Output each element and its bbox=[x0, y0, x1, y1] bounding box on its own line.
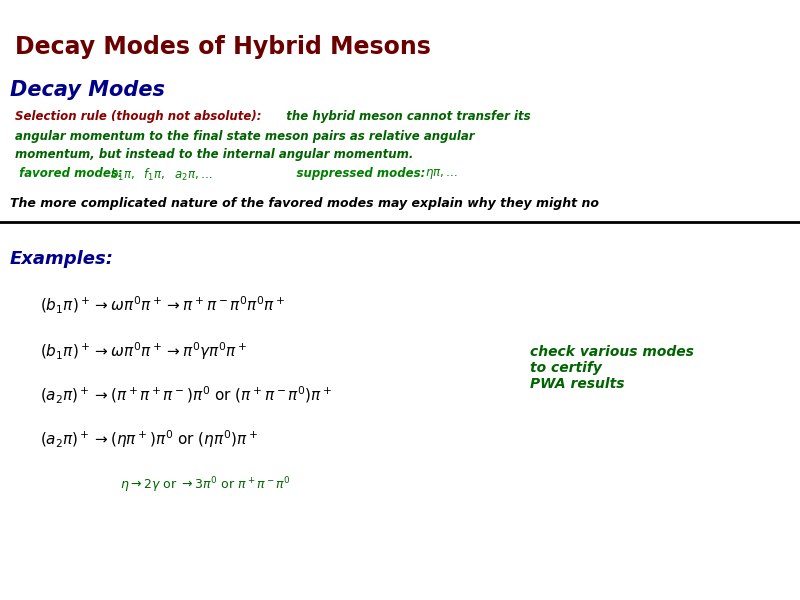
Text: $(b_1\pi)^+\rightarrow\omega\pi^0\pi^+\rightarrow\pi^+\pi^-\pi^0\pi^0\pi^+$: $(b_1\pi)^+\rightarrow\omega\pi^0\pi^+\r… bbox=[40, 295, 286, 316]
Text: angular momentum to the final state meson pairs as relative angular: angular momentum to the final state meso… bbox=[15, 130, 474, 143]
Text: The more complicated nature of the favored modes may explain why they might no: The more complicated nature of the favor… bbox=[10, 197, 599, 210]
Text: $\eta\rightarrow 2\gamma$ or $\rightarrow 3\pi^0$ or $\pi^+\pi^-\pi^0$: $\eta\rightarrow 2\gamma$ or $\rightarro… bbox=[120, 475, 291, 494]
Text: Decay Modes of Hybrid Mesons: Decay Modes of Hybrid Mesons bbox=[15, 35, 431, 59]
Text: Examples:: Examples: bbox=[10, 250, 114, 268]
Text: suppressed modes:: suppressed modes: bbox=[280, 167, 426, 180]
Text: $(a_2\pi)^+\rightarrow(\pi^+\pi^+\pi^-)\pi^0$ or $(\pi^+\pi^-\pi^0)\pi^+$: $(a_2\pi)^+\rightarrow(\pi^+\pi^+\pi^-)\… bbox=[40, 385, 333, 406]
Text: $b_1\pi,\ \ f_1\pi,\ \ a_2\pi,\ldots$: $b_1\pi,\ \ f_1\pi,\ \ a_2\pi,\ldots$ bbox=[110, 167, 213, 183]
Text: momentum, but instead to the internal angular momentum.: momentum, but instead to the internal an… bbox=[15, 148, 414, 161]
Text: Selection rule (though not absolute):: Selection rule (though not absolute): bbox=[15, 110, 262, 123]
Text: $\eta\pi,\ldots$: $\eta\pi,\ldots$ bbox=[425, 167, 458, 181]
Text: $(a_2\pi)^+\rightarrow(\eta\pi^+)\pi^0$ or $(\eta\pi^0)\pi^+$: $(a_2\pi)^+\rightarrow(\eta\pi^+)\pi^0$ … bbox=[40, 428, 258, 450]
Text: check various modes
to certify
PWA results: check various modes to certify PWA resul… bbox=[530, 345, 694, 391]
Text: the hybrid meson cannot transfer its: the hybrid meson cannot transfer its bbox=[278, 110, 530, 123]
Text: favored modes:: favored modes: bbox=[15, 167, 122, 180]
Text: $(b_1\pi)^+\rightarrow\omega\pi^0\pi^+\rightarrow\pi^0\gamma\pi^0\pi^+$: $(b_1\pi)^+\rightarrow\omega\pi^0\pi^+\r… bbox=[40, 340, 248, 362]
Text: Decay Modes: Decay Modes bbox=[10, 80, 165, 100]
